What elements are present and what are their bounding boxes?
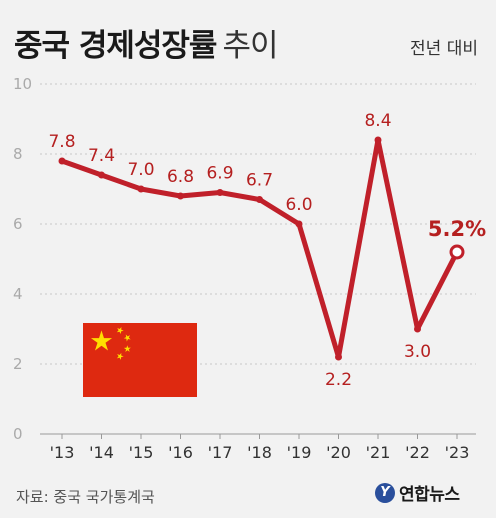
- y-tick-label: 0: [13, 425, 23, 443]
- data-label: 3.0: [404, 342, 431, 362]
- x-tick-label: '22: [405, 443, 430, 462]
- flag-field: [83, 323, 197, 397]
- data-label: 7.4: [88, 146, 115, 166]
- x-tick-label: '21: [366, 443, 391, 462]
- data-point: [59, 158, 66, 165]
- china-flag-icon: [83, 323, 197, 397]
- y-tick-label: 8: [13, 145, 23, 163]
- data-point: [98, 172, 105, 179]
- data-point: [296, 221, 303, 228]
- data-label: 7.8: [48, 132, 75, 152]
- y-axis-ticks: 0 2 4 6 8 10: [13, 75, 32, 443]
- data-point: [414, 326, 421, 333]
- x-tick-label: '20: [326, 443, 351, 462]
- x-tick-label: '19: [287, 443, 312, 462]
- data-point: [217, 189, 224, 196]
- x-tick-label: '23: [445, 443, 470, 462]
- data-point: [177, 193, 184, 200]
- source-note: 자료: 중국 국가통계국: [16, 486, 155, 507]
- data-label: 8.4: [364, 111, 391, 131]
- x-tick-label: '13: [50, 443, 75, 462]
- data-label: 6.8: [167, 167, 194, 187]
- y-tick-label: 2: [13, 355, 23, 373]
- yonhap-logo-icon: Y: [375, 483, 395, 503]
- x-tick-label: '18: [247, 443, 272, 462]
- data-point-highlight: [451, 246, 463, 258]
- data-label: 6.9: [206, 164, 233, 184]
- x-tick-label: '16: [168, 443, 193, 462]
- data-point: [256, 196, 263, 203]
- x-tick-label: '17: [208, 443, 233, 462]
- x-tick-label: '15: [129, 443, 154, 462]
- yonhap-logo: Y 연합뉴스: [375, 480, 460, 505]
- line-chart: 0 2 4 6 8 10 '13 '14 '15 '16 '17 '18 '19 '20 '21 '22 '2…: [0, 0, 496, 470]
- x-tick-label: '14: [89, 443, 114, 462]
- y-tick-label: 10: [13, 75, 32, 93]
- data-label: 6.7: [246, 171, 273, 191]
- data-point: [138, 186, 145, 193]
- y-tick-label: 4: [13, 285, 23, 303]
- data-label: 7.0: [127, 160, 154, 180]
- y-tick-label: 6: [13, 215, 23, 233]
- yonhap-logo-text: 연합뉴스: [399, 480, 460, 505]
- data-label: 6.0: [285, 195, 312, 215]
- data-point: [335, 354, 342, 361]
- data-point: [375, 137, 382, 144]
- data-label: 5.2%: [428, 217, 486, 241]
- x-axis-ticks: '13 '14 '15 '16 '17 '18 '19 '20 '21 '22 '23: [50, 434, 470, 462]
- data-label: 2.2: [325, 370, 352, 390]
